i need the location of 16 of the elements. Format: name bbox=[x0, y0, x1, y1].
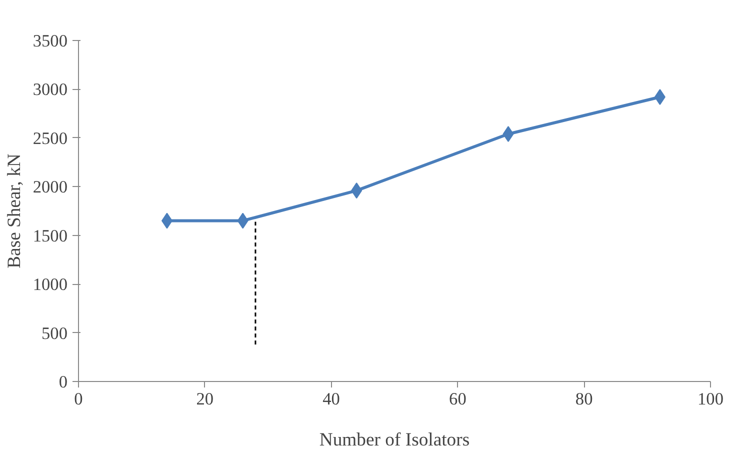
y-tick-label: 500 bbox=[42, 324, 68, 343]
x-tick-label: 60 bbox=[449, 390, 466, 408]
y-tick-label: 0 bbox=[58, 372, 68, 392]
y-tick-label: 1500 bbox=[32, 226, 68, 246]
x-tick-label: 0 bbox=[74, 390, 83, 408]
x-axis-title: Number of Isolators bbox=[319, 430, 470, 450]
x-tick-label: 100 bbox=[698, 390, 724, 408]
y-tick-label: 3500 bbox=[32, 32, 68, 50]
x-tick-label: 20 bbox=[196, 390, 214, 408]
y-tick-label: 2000 bbox=[32, 178, 68, 197]
y-tick-label: 1000 bbox=[32, 275, 68, 294]
x-tick-label: 80 bbox=[575, 390, 593, 408]
x-tick-label: 40 bbox=[322, 390, 340, 408]
y-tick-label: 2500 bbox=[32, 128, 68, 148]
y-tick-label: 3000 bbox=[32, 80, 68, 100]
y-axis-title: Base Shear, kN bbox=[4, 153, 25, 268]
